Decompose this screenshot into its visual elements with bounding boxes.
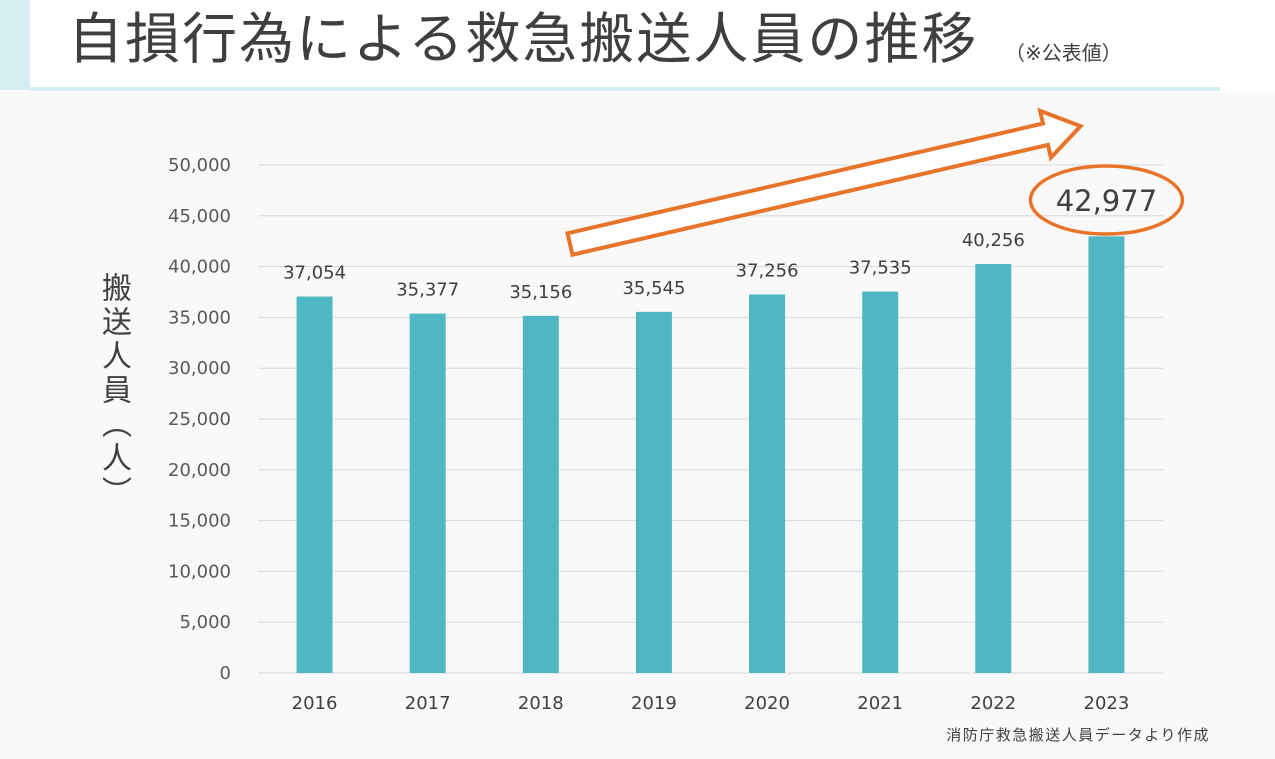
x-tick-label: 2022 (970, 693, 1016, 714)
x-axis-tick-labels: 2016 2017 2018 2019 2020 2021 2022 2023 (292, 693, 1130, 714)
y-tick-label: 5,000 (179, 612, 231, 633)
data-label: 35,377 (396, 280, 459, 301)
bar-2019 (635, 311, 672, 673)
y-tick-label: 40,000 (168, 257, 231, 278)
x-tick-label: 2021 (857, 693, 903, 714)
data-label: 37,054 (283, 263, 346, 284)
highlight-ellipse (1028, 164, 1185, 236)
x-tick-label: 2020 (744, 693, 790, 714)
data-label: 37,256 (736, 260, 799, 281)
y-tick-label: 45,000 (168, 206, 231, 227)
x-tick-label: 2018 (518, 693, 564, 714)
bar-2021 (862, 291, 899, 673)
bars (296, 236, 1125, 673)
bar-2017 (409, 313, 446, 673)
bar-2018 (522, 315, 559, 673)
x-tick-label: 2016 (292, 693, 338, 714)
y-tick-label: 35,000 (168, 307, 231, 328)
highlight-data-label: 42,977 (1056, 184, 1157, 218)
x-tick-label: 2017 (405, 693, 451, 714)
title-accent-block (0, 0, 30, 90)
bar-2016 (296, 296, 333, 673)
y-tick-label: 15,000 (168, 511, 231, 532)
source-note: 消防庁救急搬送人員データより作成 (946, 726, 1210, 744)
y-tick-label: 0 (220, 663, 231, 684)
bar-2020 (749, 294, 786, 673)
y-tick-label: 10,000 (168, 561, 231, 582)
trend-arrow (565, 107, 1085, 258)
y-tick-label: 50,000 (168, 155, 231, 176)
slide-title: 自損行為による救急搬送人員の推移 (68, 7, 979, 71)
data-label: 35,545 (622, 278, 685, 299)
y-tick-label: 25,000 (168, 409, 231, 430)
title-underline (30, 87, 1220, 91)
y-tick-label: 30,000 (168, 358, 231, 379)
data-label: 40,256 (962, 230, 1025, 251)
gridlines (258, 164, 1163, 674)
data-label: 35,156 (509, 282, 572, 303)
x-tick-label: 2023 (1084, 693, 1130, 714)
y-axis-tick-labels: 0 5,000 10,000 15,000 20,000 25,000 30,000 35,0… (168, 155, 231, 684)
y-axis-label: 搬送人員（人） (96, 272, 131, 510)
title-note: （※公表値） (1005, 41, 1122, 65)
data-labels: 37,054 35,377 35,156 35,545 37,256 37,535 40,2… (283, 184, 1157, 303)
bar-2022 (975, 263, 1012, 673)
header-band (0, 0, 1275, 92)
bar-2023 (1088, 236, 1125, 673)
x-tick-label: 2019 (631, 693, 677, 714)
data-label: 37,535 (849, 258, 912, 279)
y-tick-label: 20,000 (168, 460, 231, 481)
